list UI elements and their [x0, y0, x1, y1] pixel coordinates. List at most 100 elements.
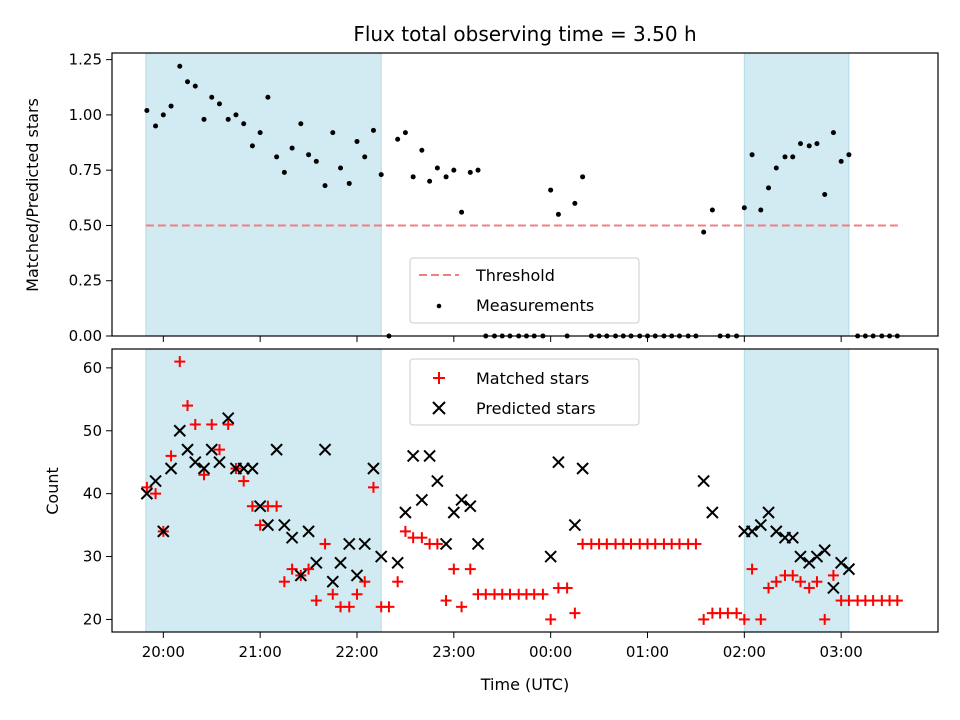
- legend-measurements-label: Measurements: [476, 296, 594, 315]
- measurement-point: [652, 333, 658, 339]
- measurement-point: [596, 333, 602, 339]
- measurement-point: [475, 167, 481, 173]
- x-tick-label: 01:00: [626, 643, 669, 661]
- legend-measurements-swatch: [436, 303, 442, 309]
- measurement-point: [483, 333, 489, 339]
- measurement-point: [709, 207, 715, 213]
- predicted-star-point: [745, 525, 759, 538]
- predicted-star-point: [447, 506, 461, 519]
- matched-star-point: [383, 601, 395, 613]
- matched-star-point: [359, 576, 371, 588]
- matched-star-point: [431, 538, 443, 550]
- matched-star-point: [746, 563, 758, 575]
- matched-star-point: [731, 607, 743, 619]
- measurement-point: [160, 112, 166, 118]
- legend-matched-label: Matched stars: [476, 369, 589, 388]
- legend-predicted-label: Predicted stars: [476, 399, 596, 418]
- measurement-point: [354, 138, 360, 144]
- matched-star-point: [690, 538, 702, 550]
- measurement-point: [838, 158, 844, 164]
- matched-star-point: [464, 563, 476, 575]
- matched-star-point: [198, 469, 210, 481]
- x-tick-label: 02:00: [723, 643, 766, 661]
- predicted-star-point: [343, 537, 356, 551]
- measurement-point: [395, 136, 401, 142]
- x-tick-label: 03:00: [820, 643, 863, 661]
- measurement-point: [773, 165, 779, 171]
- measurement-point: [637, 333, 643, 339]
- predicted-star-point: [302, 525, 315, 538]
- measurement-point: [758, 207, 764, 213]
- measurement-point: [644, 333, 650, 339]
- measurement-point: [225, 116, 231, 122]
- measurement-point: [386, 333, 392, 339]
- predicted-star-point: [842, 562, 856, 576]
- matched-star-point: [698, 613, 710, 625]
- measurement-point: [491, 333, 497, 339]
- night-shade-band: [743, 52, 850, 337]
- matched-star-point: [141, 481, 153, 493]
- measurement-point: [370, 127, 376, 133]
- matched-star-point: [827, 569, 839, 581]
- predicted-star-point: [221, 411, 235, 425]
- predicted-star-point: [205, 443, 218, 456]
- measurement-point: [257, 130, 263, 136]
- predicted-star-point: [285, 531, 299, 544]
- x-tick-label: 00:00: [529, 643, 572, 661]
- measurement-point: [378, 172, 384, 178]
- predicted-star-point: [803, 556, 816, 570]
- matched-star-point: [238, 475, 250, 487]
- measurement-point: [604, 333, 610, 339]
- measurement-point: [548, 187, 554, 193]
- legend-predicted-swatch: [432, 401, 446, 415]
- measurement-point: [725, 333, 731, 339]
- measurement-point: [362, 154, 368, 160]
- measurement-point: [766, 185, 772, 191]
- measurement-point: [330, 130, 336, 136]
- predicted-star-point: [455, 493, 468, 507]
- matched-star-point: [303, 563, 315, 575]
- predicted-star-point: [261, 518, 275, 532]
- top-legend-box: [409, 257, 640, 324]
- predicted-star-point: [197, 462, 211, 475]
- matched-star-point: [811, 576, 823, 588]
- night-shade-band: [145, 348, 382, 633]
- matched-star-point: [213, 444, 225, 456]
- matched-star-point: [319, 538, 331, 550]
- matched-star-point: [367, 481, 379, 493]
- measurement-point: [523, 333, 529, 339]
- predicted-star-point: [253, 500, 267, 513]
- matched-star-point: [189, 418, 201, 430]
- matched-star-point: [222, 418, 234, 430]
- measurement-point: [274, 154, 280, 160]
- predicted-star-point: [786, 531, 799, 544]
- matched-star-point: [891, 595, 903, 607]
- measurement-point: [661, 333, 667, 339]
- matched-star-point: [569, 607, 581, 619]
- measurement-point: [241, 121, 247, 127]
- measurement-point: [870, 333, 876, 339]
- predicted-star-point: [140, 487, 154, 500]
- matched-star-point: [545, 613, 557, 625]
- measurement-point: [168, 103, 174, 109]
- measurement-point: [338, 165, 344, 171]
- predicted-star-point: [794, 550, 807, 563]
- predicted-star-point: [431, 474, 444, 488]
- predicted-star-point: [706, 506, 719, 519]
- predicted-star-point: [464, 500, 477, 513]
- measurement-point: [628, 333, 634, 339]
- matched-star-point: [182, 400, 194, 412]
- measurement-point: [281, 169, 287, 175]
- top-y-tick-label: 0.00: [69, 327, 102, 345]
- measurement-point: [540, 333, 546, 339]
- measurement-point: [749, 152, 755, 158]
- matched-star-point: [763, 582, 775, 594]
- predicted-star-point: [334, 556, 347, 570]
- top-legend: Threshold Measurements: [409, 257, 640, 324]
- top-y-tick-label: 0.50: [69, 216, 102, 234]
- matched-star-point: [165, 450, 177, 462]
- predicted-star-point: [358, 537, 371, 551]
- measurement-point: [313, 158, 319, 164]
- x-tick-label: 20:00: [142, 643, 185, 661]
